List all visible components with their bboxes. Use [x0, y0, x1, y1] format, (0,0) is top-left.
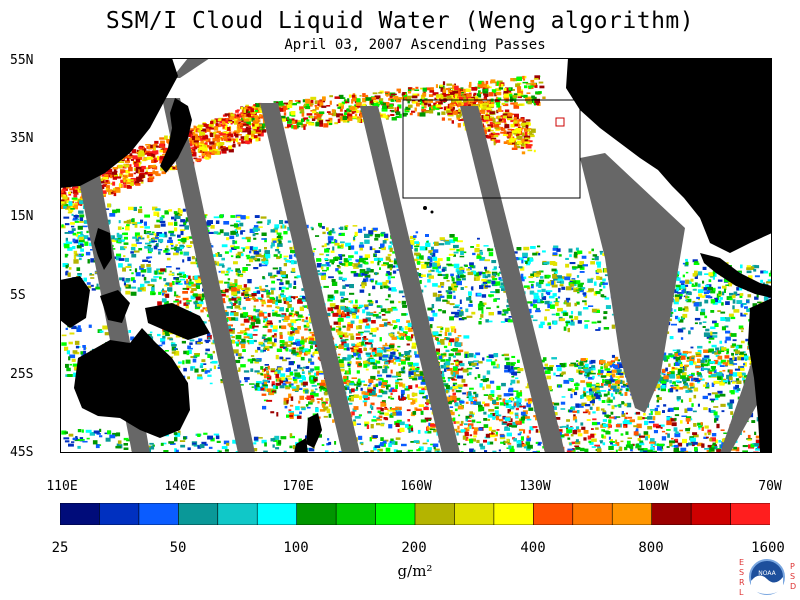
station-marker: [555, 117, 565, 127]
logo-letter-d: D: [790, 582, 796, 591]
colorbar-units: g/m²: [397, 562, 433, 580]
lon-label-100w: 100W: [637, 479, 669, 494]
colorbar-segment: [533, 503, 574, 525]
logo-letter-p: P: [790, 562, 795, 571]
colorbar-tick-25: 25: [51, 540, 69, 556]
logo-letter-e: E: [739, 558, 744, 567]
lon-label-140e: 140E: [164, 479, 196, 494]
lat-label-15n: 15N: [10, 209, 34, 224]
colorbar-segment: [690, 503, 732, 525]
colorbar-segment: [414, 503, 456, 525]
colorbar-segment: [178, 503, 219, 525]
lat-label-55n: 55N: [10, 53, 34, 68]
colorbar-segment: [375, 503, 416, 525]
colorbar-tick-200: 200: [401, 540, 427, 556]
colorbar-segment: [138, 503, 179, 525]
noaa-logo: E S R L NOAA P S D: [739, 558, 796, 597]
logo-text: NOAA: [758, 570, 776, 577]
colorbar: [60, 503, 770, 525]
lon-label-130w: 130W: [519, 479, 551, 494]
lon-label-160w: 160W: [400, 479, 432, 494]
chart-subtitle: April 03, 2007 Ascending Passes: [284, 37, 546, 53]
colorbar-tick-800: 800: [638, 540, 664, 556]
colorbar-tick-50: 50: [169, 540, 187, 556]
land-masses: [60, 58, 772, 453]
logo-letter-s: S: [739, 568, 744, 577]
chart-title: SSM/I Cloud Liquid Water (Weng algorithm…: [105, 8, 695, 34]
colorbar-segment: [335, 503, 377, 525]
colorbar-tick-100: 100: [283, 540, 309, 556]
colorbar-segment: [454, 503, 495, 525]
colorbar-segment: [296, 503, 337, 525]
colorbar-segment: [611, 503, 653, 525]
colorbar-segment: [99, 503, 140, 525]
lat-label-45s: 45S: [10, 445, 34, 460]
map-panel: [60, 58, 772, 453]
colorbar-segment: [60, 503, 101, 525]
lat-label-35n: 35N: [10, 131, 34, 146]
map-frame: [60, 58, 772, 453]
colorbar-segment: [572, 503, 613, 525]
lon-label-110e: 110E: [46, 479, 78, 494]
lat-label-25s: 25S: [10, 367, 34, 382]
colorbar-segment: [256, 503, 298, 525]
region-outline-box: [402, 99, 581, 199]
lon-label-170e: 170E: [282, 479, 314, 494]
lon-label-70w: 70W: [758, 479, 782, 494]
colorbar-segment: [217, 503, 258, 525]
lat-label-5s: 5S: [10, 288, 26, 303]
logo-letter-r: R: [739, 578, 745, 587]
colorbar-tick-400: 400: [520, 540, 546, 556]
colorbar-segment: [493, 503, 534, 525]
colorbar-segment: [651, 503, 692, 525]
logo-letter-l: L: [739, 588, 744, 597]
colorbar-segment: [730, 503, 770, 525]
colorbar-tick-1600: 1600: [751, 540, 785, 556]
logo-letter-s2: S: [790, 572, 795, 581]
